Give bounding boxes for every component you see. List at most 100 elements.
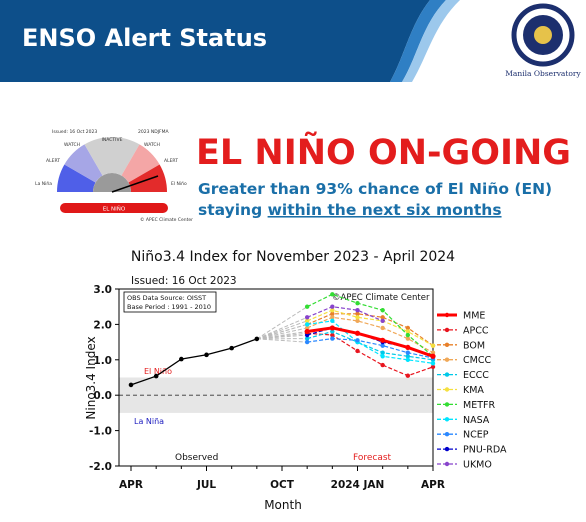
x-tick-label: OCT <box>270 479 295 491</box>
forecast-connector <box>256 338 308 343</box>
header-title: ENSO Alert Status <box>22 24 267 52</box>
gauge-label: ALERT <box>164 158 178 164</box>
series-line <box>307 327 434 357</box>
series-marker <box>330 329 335 334</box>
legend-marker <box>444 461 450 467</box>
series-marker <box>405 344 411 351</box>
gauge-la-nina-watch <box>64 144 103 183</box>
gauge-issued: Issued: 16 Oct 2023 <box>52 129 97 135</box>
headline: EL NIÑO ON-GOING <box>196 131 571 173</box>
series-marker <box>405 357 411 362</box>
series-marker <box>330 292 335 297</box>
series-marker <box>304 318 310 324</box>
series-marker <box>430 361 436 366</box>
series-marker <box>405 354 411 359</box>
series-marker <box>153 373 159 379</box>
gauge-la-nina-alert <box>57 164 96 192</box>
series-marker <box>355 311 360 316</box>
series-line <box>306 306 383 322</box>
legend-marker <box>444 342 450 347</box>
series-marker <box>329 325 335 331</box>
legend-label: APCC <box>463 325 489 336</box>
series-line <box>306 293 434 357</box>
legend-marker <box>444 417 450 422</box>
gauge-label: ALERT <box>46 158 60 164</box>
series-marker <box>330 315 335 320</box>
series-marker <box>355 308 360 313</box>
legend-marker <box>444 312 450 318</box>
forecast-connector <box>256 306 308 340</box>
plot-frame <box>118 288 434 467</box>
series-marker <box>354 330 361 336</box>
series-marker <box>430 364 436 370</box>
series-marker <box>254 336 260 342</box>
logo-sun <box>534 26 552 44</box>
series-line <box>306 313 434 347</box>
logo-caption: Manila Observatory <box>505 69 581 78</box>
gauge-label: WATCH <box>64 142 80 148</box>
header-wave <box>390 0 446 82</box>
x-axis-label: Month <box>264 498 302 512</box>
series-marker <box>380 325 385 331</box>
forecast-connector <box>256 327 308 340</box>
forecast-label: Forecast <box>353 453 392 463</box>
y-tick-label: -1.0 <box>89 426 112 438</box>
series-marker <box>304 339 310 345</box>
series-marker <box>380 308 385 313</box>
issued-label: Issued: 16 Oct 2023 <box>131 275 237 287</box>
series-line <box>307 320 434 364</box>
legend-label: NCEP <box>463 430 489 441</box>
gauge-needle <box>111 175 159 193</box>
series-line <box>306 326 434 358</box>
el-nino-label: El Niño <box>144 367 172 376</box>
subtitle-line: staying within the next six months <box>198 201 502 219</box>
legend-label: BOM <box>463 340 485 351</box>
y-tick-label: -2.0 <box>89 461 112 473</box>
series-marker <box>380 354 385 359</box>
series-marker <box>304 328 310 335</box>
series-marker <box>405 329 411 334</box>
series-marker <box>355 338 360 343</box>
series-marker <box>380 315 385 320</box>
subtitle-underlined: within the next six months <box>268 201 502 219</box>
gauge-label: INACTIVE <box>102 137 123 143</box>
legend-marker <box>444 357 450 362</box>
legend-label: PNU-RDA <box>463 445 507 456</box>
series-line <box>307 330 434 361</box>
series-marker <box>304 315 310 320</box>
gauge-label: WATCH <box>144 142 160 148</box>
gauge-status-bar <box>60 203 168 213</box>
series-marker <box>179 356 184 362</box>
series-marker <box>380 318 385 324</box>
series-marker <box>405 325 411 331</box>
legend-label: METFR <box>463 400 495 411</box>
gauge-label: La Niña <box>35 181 52 187</box>
x-tick-label: APR <box>119 479 143 491</box>
x-tick-label: 2024 JAN <box>331 479 385 491</box>
y-tick-label: 2.0 <box>93 319 112 331</box>
legend-label: UKMO <box>463 460 492 471</box>
y-axis-label: Nino3.4 Index <box>84 336 98 419</box>
series-line <box>307 332 434 377</box>
x-tick-label: APR <box>421 479 445 491</box>
series-marker <box>355 315 360 320</box>
credit-label: ©APEC Climate Center <box>332 293 430 303</box>
series-marker <box>128 382 134 388</box>
legend-label: KMA <box>463 385 484 396</box>
series-marker <box>229 345 234 351</box>
gauge: EL NIÑO Issued: 16 Oct 2023 2023 NDJFMA … <box>35 129 193 223</box>
series-marker <box>304 322 310 327</box>
series-marker <box>430 343 436 348</box>
series-marker <box>380 350 385 355</box>
series-line <box>306 316 434 354</box>
subtitle-line: Greater than 93% chance of El Niño (EN) <box>198 180 552 198</box>
legend-marker <box>444 446 450 452</box>
series-marker <box>330 304 335 309</box>
series-marker <box>304 325 310 331</box>
series-line <box>307 337 434 359</box>
series-marker <box>405 350 411 355</box>
observed-label: Observed <box>175 453 218 463</box>
series-marker <box>330 308 335 313</box>
